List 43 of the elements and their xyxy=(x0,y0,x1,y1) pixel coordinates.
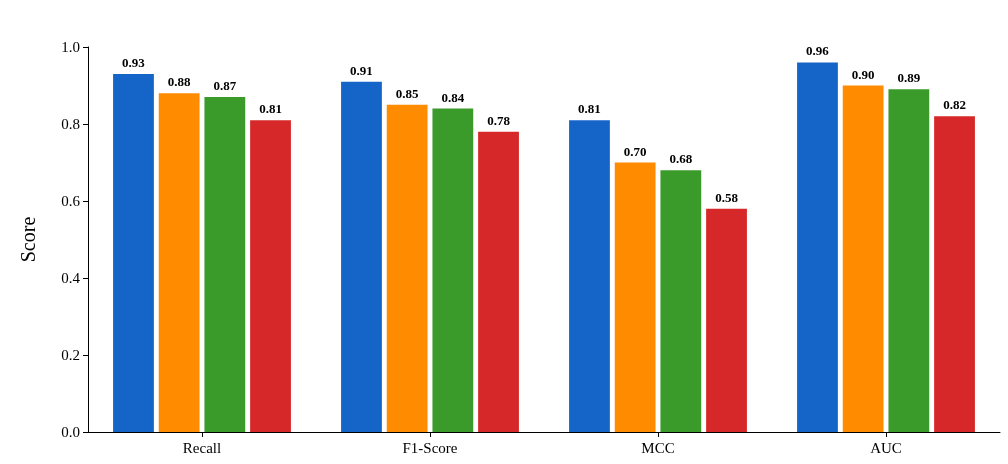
data-label: 0.78 xyxy=(487,112,511,128)
data-label: 0.89 xyxy=(897,70,921,86)
bar xyxy=(432,108,474,432)
data-label: 0.96 xyxy=(806,43,830,59)
y-tick-label: 0.0 xyxy=(61,424,80,440)
data-label: 0.85 xyxy=(395,85,420,101)
data-label: 0.81 xyxy=(259,101,282,117)
data-label: 0.82 xyxy=(943,97,966,113)
x-tick-label: F1-Score xyxy=(402,439,458,456)
bar xyxy=(706,208,747,432)
data-label: 0.68 xyxy=(669,151,693,167)
y-tick-label: 0.2 xyxy=(61,347,80,363)
bar xyxy=(614,162,656,432)
bar xyxy=(934,116,975,432)
y-tick-label: 0.4 xyxy=(61,270,81,286)
y-tick-label: 0.8 xyxy=(61,116,80,132)
bar xyxy=(888,89,930,432)
y-tick-label: 0.6 xyxy=(61,193,81,209)
data-label: 0.84 xyxy=(441,89,465,105)
bar xyxy=(797,62,838,432)
x-tick-label: Recall xyxy=(182,439,222,456)
x-tick-label: AUC xyxy=(870,439,902,456)
data-label: 0.81 xyxy=(578,101,601,117)
bar xyxy=(113,73,154,432)
bar xyxy=(569,120,610,432)
bar xyxy=(842,85,884,432)
data-label: 0.87 xyxy=(213,78,237,94)
bar xyxy=(660,170,702,432)
data-label: 0.91 xyxy=(350,62,373,78)
x-tick-label: MCC xyxy=(641,439,675,456)
bar xyxy=(250,120,291,432)
bar xyxy=(386,104,428,432)
data-label: 0.58 xyxy=(715,189,739,205)
bar xyxy=(204,97,246,432)
bar xyxy=(341,81,382,432)
data-label: 0.93 xyxy=(122,54,146,70)
data-label: 0.70 xyxy=(623,143,647,159)
y-axis-title: Score xyxy=(17,216,39,263)
data-label: 0.88 xyxy=(167,74,192,90)
data-label: 0.90 xyxy=(851,66,875,82)
bar xyxy=(158,93,200,432)
bar xyxy=(478,131,519,432)
y-tick-label: 1.0 xyxy=(61,39,80,55)
